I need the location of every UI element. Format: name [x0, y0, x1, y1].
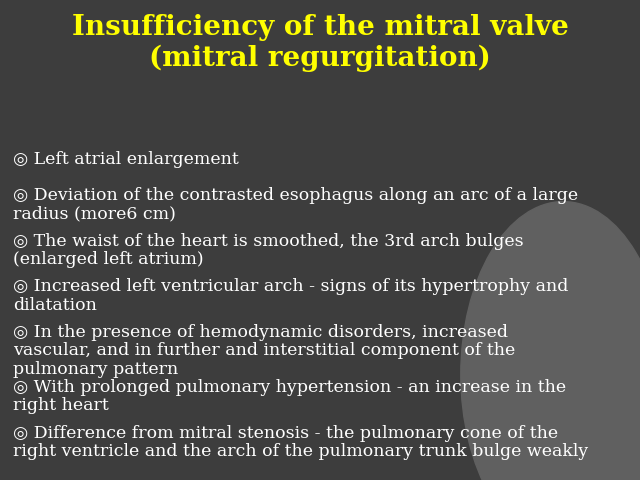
Text: ◎ Difference from mitral stenosis - the pulmonary cone of the
right ventricle an: ◎ Difference from mitral stenosis - the …: [13, 425, 588, 460]
Text: ◎ With prolonged pulmonary hypertension - an increase in the
right heart: ◎ With prolonged pulmonary hypertension …: [13, 379, 566, 415]
Text: ◎ Deviation of the contrasted esophagus along an arc of a large
radius (more6 cm: ◎ Deviation of the contrasted esophagus …: [13, 187, 578, 223]
Text: ◎ In the presence of hemodynamic disorders, increased
vascular, and in further a: ◎ In the presence of hemodynamic disorde…: [13, 324, 515, 378]
Text: ◎ The waist of the heart is smoothed, the 3rd arch bulges
(enlarged left atrium): ◎ The waist of the heart is smoothed, th…: [13, 233, 524, 268]
Text: ◎ Left atrial enlargement: ◎ Left atrial enlargement: [13, 151, 239, 168]
Text: Insufficiency of the mitral valve
(mitral regurgitation): Insufficiency of the mitral valve (mitra…: [72, 14, 568, 72]
Text: ◎ Increased left ventricular arch - signs of its hypertrophy and
dilatation: ◎ Increased left ventricular arch - sign…: [13, 278, 568, 314]
Ellipse shape: [461, 202, 640, 480]
